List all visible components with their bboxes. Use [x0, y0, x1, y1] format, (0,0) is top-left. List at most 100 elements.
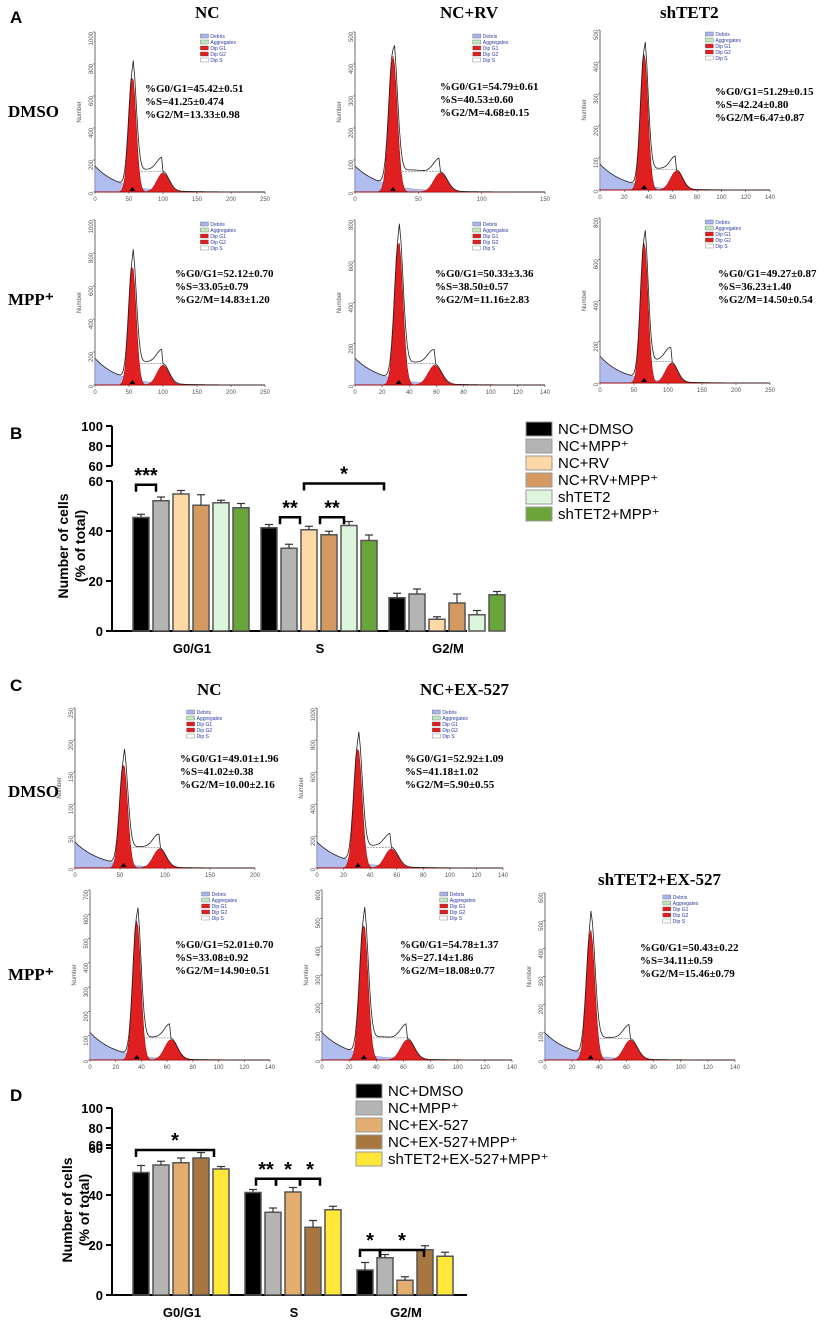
histogram-stat-line: %G2/M=13.33±0.98 — [145, 109, 240, 121]
histogram-legend-label: Debris — [197, 710, 212, 716]
y-axis-label: Number of cells — [59, 1157, 75, 1262]
histogram-x-tick-label: 20 — [340, 873, 347, 879]
histogram-x-tick-label: 50 — [631, 388, 638, 394]
histogram-x-tick-label: 200 — [226, 390, 237, 396]
significance-marker: * — [340, 464, 348, 486]
histogram-y-tick-label: 600 — [89, 95, 95, 106]
histogram-y-tick-label: 100 — [84, 1035, 90, 1046]
histogram-y-tick-label: 400 — [316, 946, 322, 957]
histogram-x-tick-label: 150 — [192, 390, 203, 396]
bar-NC+EX-527-G0/G1 — [172, 1162, 190, 1296]
histogram-legend-swatch — [472, 227, 481, 233]
histogram-legend-label: Debris — [450, 892, 465, 898]
significance-marker: * — [366, 1230, 374, 1252]
histogram-y-tick-label: 200 — [349, 127, 355, 138]
bar-NC+RV+MPP⁺-S — [320, 534, 338, 632]
histogram-x-tick-label: 60 — [400, 1065, 407, 1071]
histogram-x-tick-label: 140 — [765, 195, 776, 201]
bar-NC+EX-527-G2/M — [396, 1279, 414, 1296]
histogram-legend-swatch — [186, 721, 195, 727]
histogram-a2: 0 100 200 300 400 500 0 20 40 60 80 100 120 140 Number… — [582, 29, 814, 201]
histogram-outline — [599, 41, 771, 191]
y-tick-upper-label: 60 — [89, 1141, 103, 1156]
histogram-stat-line: %G2/M=15.46±0.79 — [640, 968, 735, 980]
histogram-legend-label: Aggregates — [212, 898, 238, 904]
x-tick-label: G2/M — [432, 641, 464, 656]
histogram-legend-label: Debris — [483, 222, 498, 228]
histogram-x-tick-label: 100 — [445, 873, 456, 879]
histogram-stat-line: %S=27.14±1.86 — [400, 952, 474, 964]
histogram-legend-label: Dip G1 — [212, 904, 228, 910]
histogram-x-tick-label: 50 — [117, 873, 124, 879]
histogram-peak-marker — [360, 1055, 367, 1059]
bar-shTET2-G2/M — [468, 614, 486, 632]
histogram-y-tick-label: 0 — [316, 1059, 322, 1063]
histogram-c0: 0 50 100 150 200 250 0 50 100 150 200 Number DebrisA… — [57, 707, 279, 879]
histogram-legend-swatch — [201, 915, 210, 921]
histogram-legend-label: Dip S — [450, 916, 463, 922]
histogram-legend-label: Dip G2 — [673, 913, 689, 919]
legend-label: shTET2+MPP⁺ — [558, 506, 660, 523]
legend-swatch — [525, 472, 553, 488]
histogram-x-tick-label: 50 — [126, 197, 133, 203]
histogram-legend-label: Dip S — [483, 58, 496, 64]
y-tick-label: 0 — [96, 1288, 103, 1303]
bar-shTET2+EX-527+MPP⁺-S — [324, 1209, 342, 1296]
histogram-x-tick-label: 100 — [477, 197, 488, 203]
histogram-legend-label: Dip S — [715, 244, 728, 250]
bar-NC+MPP⁺-G2/M — [376, 1257, 394, 1296]
y-tick-label: 20 — [89, 574, 103, 589]
bar-NC+MPP⁺-S — [280, 547, 298, 632]
significance-bracket — [378, 1248, 426, 1257]
histogram-legend-swatch — [432, 733, 441, 739]
histogram-legend-label: Dip S — [715, 56, 728, 62]
histogram-y-tick-label: 600 — [316, 889, 322, 900]
histogram-y-tick-label: 0 — [84, 1059, 90, 1063]
histogram-legend-label: Dip G2 — [483, 52, 499, 58]
histogram-legend-label: Aggregates — [450, 898, 476, 904]
histogram-y-label: Number — [77, 101, 83, 122]
histogram-stat-line: %G2/M=5.90±0.55 — [405, 779, 495, 791]
bar-NC+RV+MPP⁺-G0/G1 — [192, 504, 210, 632]
histogram-y-tick-label: 400 — [594, 61, 600, 72]
histogram-legend-label: Debris — [210, 222, 225, 228]
histogram-y-tick-label: 200 — [594, 341, 600, 352]
histogram-legend-swatch — [662, 918, 671, 924]
histogram-legend-label: Dip G2 — [483, 240, 499, 246]
histogram-y-tick-label: 400 — [594, 300, 600, 311]
histogram-outline — [544, 910, 736, 1061]
x-tick-label: G2/M — [390, 1305, 422, 1320]
histogram-legend-label: Debris — [212, 892, 227, 898]
histogram-outline — [321, 907, 512, 1061]
histogram-legend-label: Dip G2 — [210, 52, 226, 58]
histogram-x-tick-label: 150 — [697, 388, 708, 394]
histogram-legend-label: Debris — [442, 710, 457, 716]
panel-d-letter: D — [10, 1086, 23, 1105]
histogram-stat-line: %G2/M=6.47±0.87 — [715, 112, 805, 124]
histogram-y-tick-label: 400 — [89, 127, 95, 138]
histogram-legend-swatch — [662, 906, 671, 912]
histogram-legend-swatch — [201, 891, 210, 897]
histogram-x-tick-label: 20 — [569, 1065, 576, 1071]
histogram-y-tick-label: 50 — [69, 835, 75, 842]
legend-label: shTET2+EX-527+MPP⁺ — [388, 1151, 549, 1168]
histogram-legend-label: Dip S — [212, 916, 225, 922]
histogram-y-tick-label: 1000 — [89, 31, 95, 45]
legend-label: NC+RV+MPP⁺ — [558, 472, 658, 489]
panel-a-col-title-shtet2: shTET2 — [660, 3, 719, 22]
histogram-x-tick-label: 250 — [260, 390, 271, 396]
histogram-stat-line: %S=41.18±1.02 — [405, 766, 479, 778]
histogram-legend-label: Dip G1 — [197, 722, 213, 728]
bar-NC+RV-S — [300, 529, 318, 632]
histogram-legend-label: Aggregates — [483, 40, 509, 46]
histogram-y-tick-label: 200 — [349, 343, 355, 354]
histogram-y-tick-label: 400 — [84, 962, 90, 973]
histogram-x-tick-label: 0 — [353, 197, 357, 203]
histogram-y-tick-label: 800 — [89, 252, 95, 263]
histogram-legend-swatch — [200, 39, 209, 45]
legend-swatch — [355, 1151, 383, 1167]
significance-marker: * — [306, 1159, 314, 1181]
histogram-legend-label: Dip G1 — [673, 907, 689, 913]
histogram-legend-label: Debris — [715, 32, 730, 38]
y-axis-label-unit: (% of total) — [76, 1174, 92, 1246]
